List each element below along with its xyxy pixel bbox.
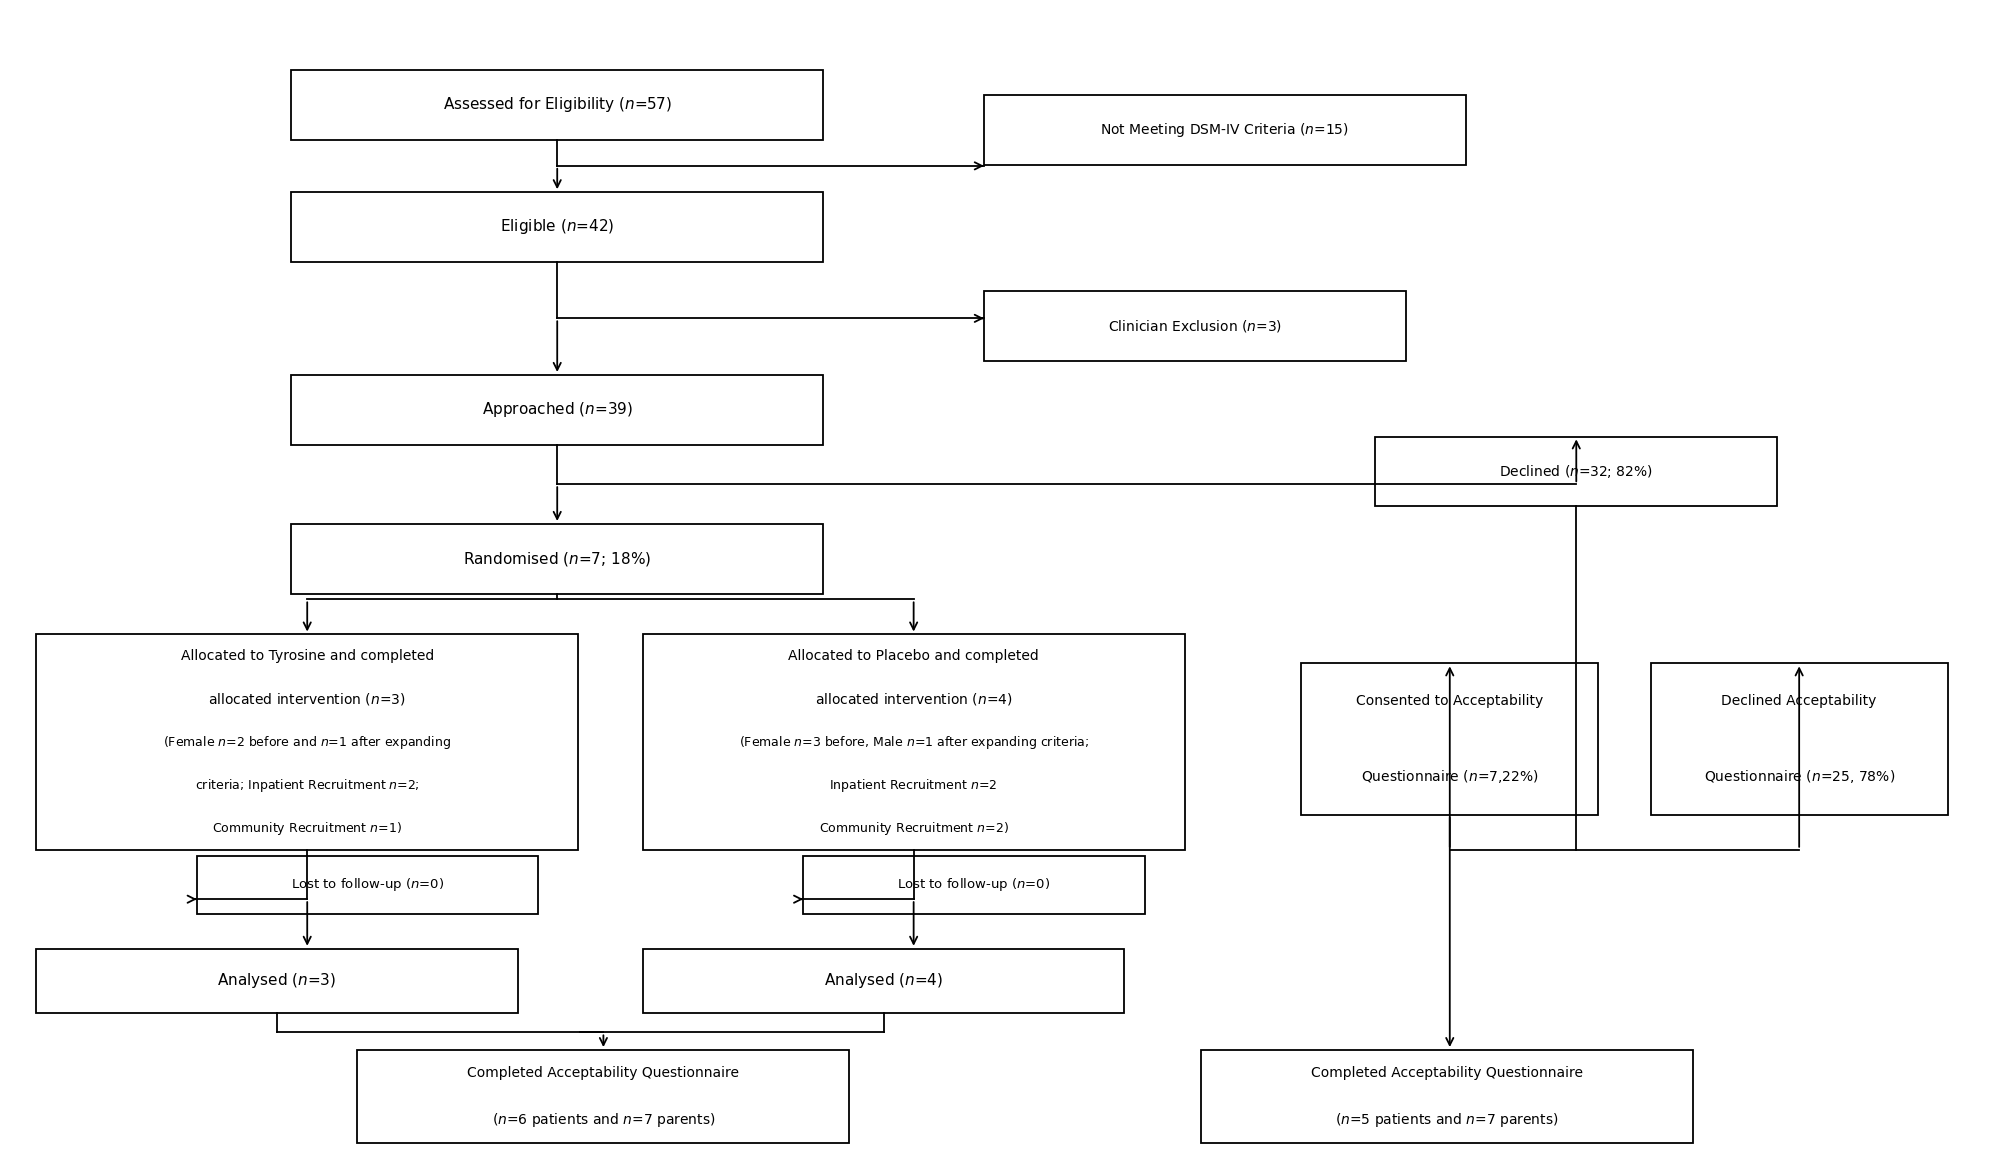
Text: allocated intervention ($n$=3): allocated intervention ($n$=3): [209, 691, 405, 707]
Text: Consented to Acceptability: Consented to Acceptability: [1355, 694, 1543, 709]
Bar: [36, 634, 578, 850]
Text: Randomised ($n$=7; 18%): Randomised ($n$=7; 18%): [464, 549, 650, 568]
Text: Analysed ($n$=4): Analysed ($n$=4): [823, 971, 943, 991]
Bar: [291, 192, 823, 262]
Text: Allocated to Placebo and completed: Allocated to Placebo and completed: [789, 648, 1038, 663]
Bar: [197, 856, 538, 914]
Text: Declined Acceptability: Declined Acceptability: [1720, 694, 1877, 709]
Bar: [983, 291, 1405, 361]
Text: Questionnaire ($n$=7,22%): Questionnaire ($n$=7,22%): [1361, 768, 1537, 786]
Bar: [291, 70, 823, 140]
Bar: [642, 949, 1124, 1013]
Text: Clinician Exclusion ($n$=3): Clinician Exclusion ($n$=3): [1108, 318, 1280, 334]
Text: Approached ($n$=39): Approached ($n$=39): [482, 400, 632, 419]
Bar: [291, 375, 823, 445]
Text: Assessed for Eligibility ($n$=57): Assessed for Eligibility ($n$=57): [444, 95, 670, 114]
Text: Not Meeting DSM-IV Criteria ($n$=15): Not Meeting DSM-IV Criteria ($n$=15): [1100, 121, 1349, 140]
Bar: [1301, 663, 1598, 815]
Text: Allocated to Tyrosine and completed: Allocated to Tyrosine and completed: [181, 648, 434, 663]
Bar: [1650, 663, 1947, 815]
Bar: [36, 949, 518, 1013]
Bar: [983, 95, 1465, 165]
Text: Community Recruitment $n$=2): Community Recruitment $n$=2): [819, 819, 1008, 837]
Bar: [642, 634, 1184, 850]
Text: allocated intervention ($n$=4): allocated intervention ($n$=4): [815, 691, 1012, 707]
Text: Inpatient Recruitment $n$=2: Inpatient Recruitment $n$=2: [829, 776, 997, 794]
Text: Lost to follow-up ($n$=0): Lost to follow-up ($n$=0): [897, 876, 1050, 893]
Text: ($n$=5 patients and $n$=7 parents): ($n$=5 patients and $n$=7 parents): [1335, 1110, 1557, 1129]
Bar: [1375, 436, 1776, 506]
Text: (Female $n$=2 before and $n$=1 after expanding: (Female $n$=2 before and $n$=1 after exp…: [163, 733, 452, 751]
Text: Completed Acceptability Questionnaire: Completed Acceptability Questionnaire: [1311, 1066, 1582, 1080]
Bar: [1200, 1050, 1692, 1143]
Text: (Female $n$=3 before, Male $n$=1 after expanding criteria;: (Female $n$=3 before, Male $n$=1 after e…: [739, 733, 1088, 751]
Bar: [803, 856, 1144, 914]
Text: Community Recruitment $n$=1): Community Recruitment $n$=1): [213, 819, 401, 837]
Bar: [357, 1050, 849, 1143]
Text: ($n$=6 patients and $n$=7 parents): ($n$=6 patients and $n$=7 parents): [492, 1110, 714, 1129]
Text: Questionnaire ($n$=25, 78%): Questionnaire ($n$=25, 78%): [1702, 768, 1895, 786]
Text: Eligible ($n$=42): Eligible ($n$=42): [500, 218, 614, 236]
Bar: [291, 524, 823, 594]
Text: Analysed ($n$=3): Analysed ($n$=3): [217, 971, 337, 991]
Text: Lost to follow-up ($n$=0): Lost to follow-up ($n$=0): [291, 876, 444, 893]
Text: criteria; Inpatient Recruitment $n$=2;: criteria; Inpatient Recruitment $n$=2;: [195, 776, 419, 794]
Text: Completed Acceptability Questionnaire: Completed Acceptability Questionnaire: [468, 1066, 739, 1080]
Text: Declined ($n$=32; 82%): Declined ($n$=32; 82%): [1499, 463, 1652, 480]
